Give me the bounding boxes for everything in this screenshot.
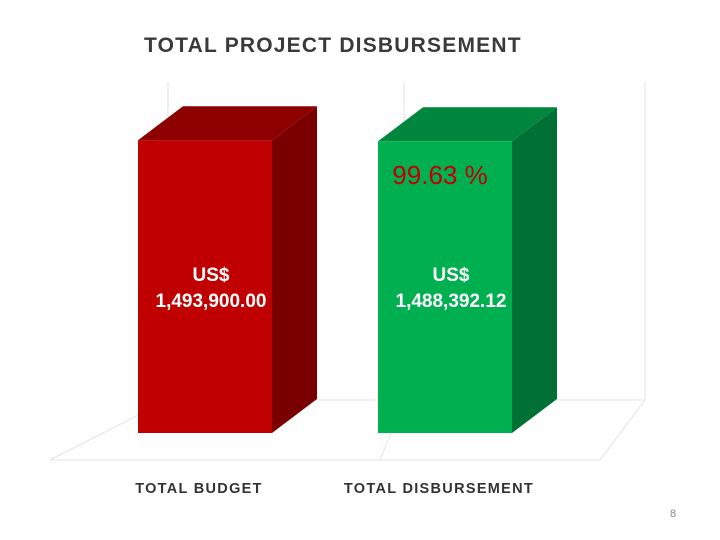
bar-value-label: US$ bbox=[433, 265, 470, 286]
page-number: 8 bbox=[670, 508, 677, 520]
bar-front-face bbox=[138, 140, 272, 433]
bars bbox=[138, 106, 557, 433]
bar-side-face bbox=[272, 106, 317, 433]
bar-side-face bbox=[512, 107, 557, 433]
bar-top-face bbox=[378, 107, 557, 142]
bar-top-face bbox=[138, 106, 317, 141]
bar-1 bbox=[138, 106, 317, 433]
bar-2 bbox=[378, 107, 557, 433]
bar-value-label: 1,493,900.00 bbox=[156, 291, 267, 312]
bar-value-label: US$ bbox=[193, 265, 230, 286]
chart-title: TOTAL PROJECT DISBURSEMENT bbox=[144, 34, 522, 57]
percentage-annotation: 99.63 % bbox=[392, 160, 487, 190]
bar-front-face bbox=[378, 141, 512, 433]
labels: US$ 1,493,900.00 TOTAL BUDGET US$ 1,488,392.… bbox=[135, 160, 534, 497]
category-label: TOTAL DISBURSEMENT bbox=[344, 481, 534, 497]
category-label: TOTAL BUDGET bbox=[135, 481, 263, 497]
bar-value-label: 1,488,392.12 bbox=[396, 291, 507, 312]
